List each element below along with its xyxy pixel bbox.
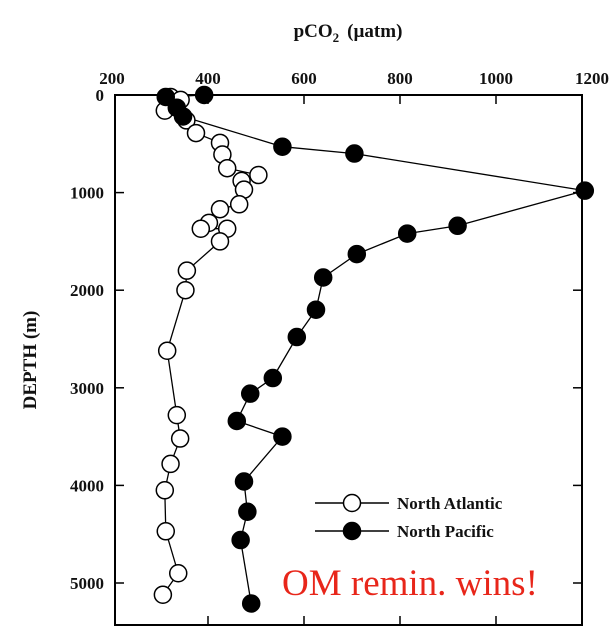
legend-marker-north-pacific [342,521,362,541]
x-tick-label: 200 [99,69,125,88]
legend: North Atlantic North Pacific [315,493,503,541]
point-north-atlantic [217,158,237,178]
point-north-pacific [448,216,467,236]
series-points [153,85,595,613]
point-north-atlantic [249,165,268,185]
y-axis-title: DEPTH (m) [20,311,41,410]
y-tick-label: 5000 [70,574,104,593]
point-north-pacific [273,137,292,156]
point-north-atlantic [186,123,206,143]
point-north-pacific [306,300,326,319]
x-tick-label: 800 [387,69,413,88]
x-axis-title-subscript: 2 [333,30,340,45]
x-tick-label: 400 [195,69,221,88]
y-tick-label: 4000 [70,476,104,495]
y-tick-label: 1000 [70,184,104,203]
point-north-atlantic [170,429,190,448]
point-north-pacific [156,87,176,107]
point-north-atlantic [168,563,188,583]
y-tick-label: 2000 [70,281,104,300]
point-north-pacific [287,327,307,347]
x-tick-label: 1200 [575,69,609,88]
point-north-atlantic [153,585,173,604]
point-north-pacific [263,368,283,388]
x-axis-title: pCO2 (µatm) [294,21,403,45]
point-north-pacific [241,594,261,613]
x-axis-title-unit: (µatm) [347,21,402,42]
point-north-pacific [273,427,292,446]
point-north-pacific [238,502,257,522]
point-north-atlantic [156,522,176,541]
point-north-atlantic [157,341,177,360]
point-north-pacific [231,530,250,550]
point-north-atlantic [210,199,230,219]
y-axis-ticks: 0 1000 2000 3000 4000 5000 [70,86,582,593]
point-north-pacific [313,268,333,287]
point-north-atlantic [161,454,180,474]
point-north-pacific [397,224,417,243]
point-north-pacific [234,472,254,491]
point-north-pacific [173,107,193,126]
point-north-pacific [347,244,367,264]
point-north-atlantic [176,280,195,300]
point-north-atlantic [155,481,175,500]
legend-label-north-pacific: North Pacific [397,522,494,541]
point-north-atlantic [167,405,187,425]
legend-label-north-atlantic: North Atlantic [397,494,503,513]
x-tick-label: 600 [291,69,317,88]
y-tick-label: 0 [96,86,105,105]
point-north-pacific [575,181,595,200]
x-axis-title-main: pCO [294,21,333,42]
point-north-atlantic [229,195,249,214]
legend-marker-north-atlantic [342,493,362,513]
x-axis-ticks: 200 400 600 800 1000 1200 [99,69,609,625]
y-tick-label: 3000 [70,379,104,398]
x-tick-label: 1000 [479,69,513,88]
point-north-atlantic [177,261,197,280]
point-north-pacific [345,144,364,163]
point-north-atlantic [191,219,211,238]
point-north-pacific [240,384,260,403]
point-north-atlantic [210,232,230,251]
plot-frame [114,94,583,626]
point-north-pacific [194,85,214,105]
annotation-text: OM remin. wins! [282,563,538,604]
point-north-pacific [227,411,247,431]
